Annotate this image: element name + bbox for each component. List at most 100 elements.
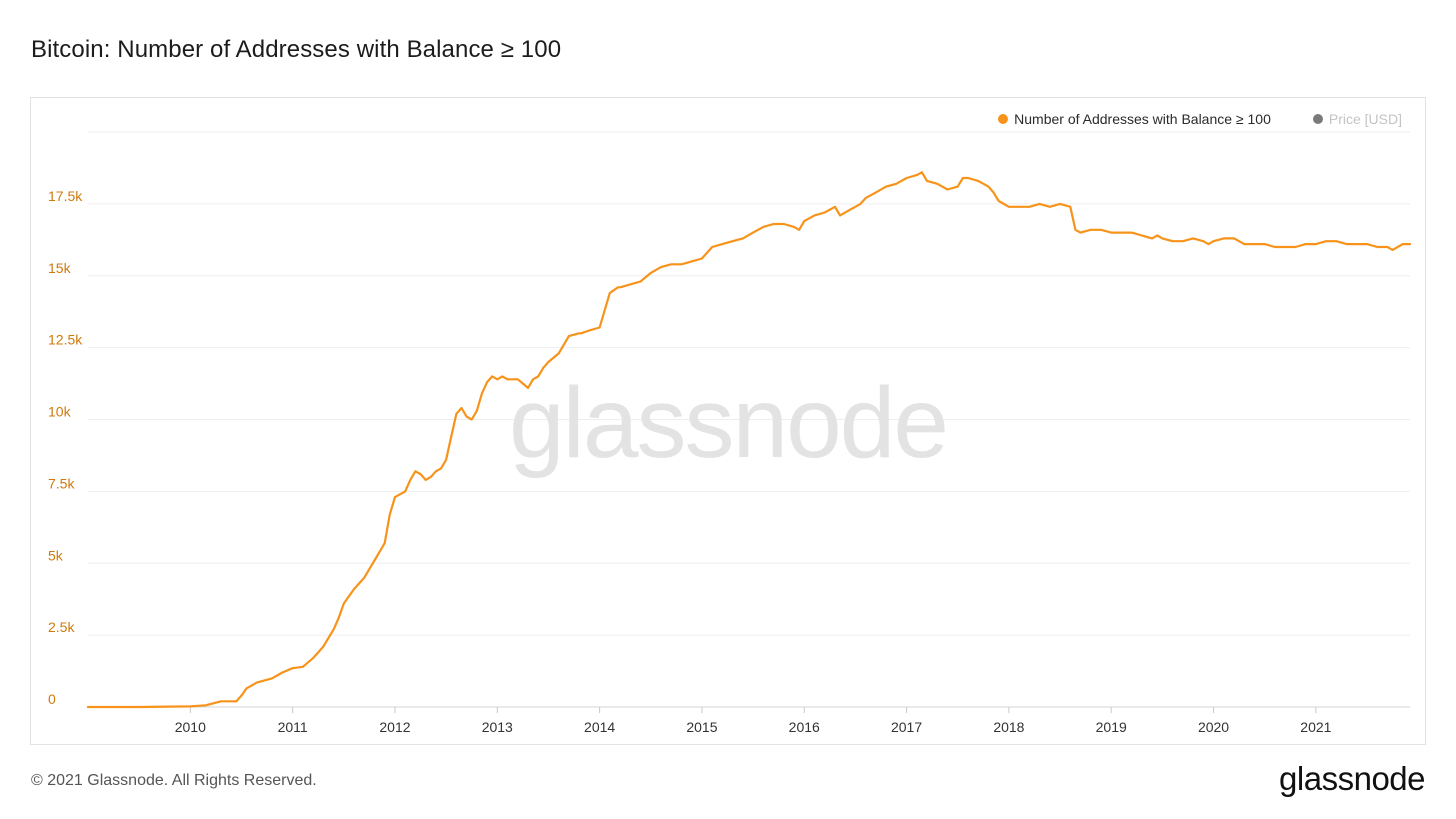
data-point <box>291 667 294 670</box>
data-point <box>926 180 928 182</box>
data-point <box>1401 243 1404 246</box>
data-point <box>440 467 442 470</box>
data-point <box>87 706 89 708</box>
data-point <box>1284 246 1287 248</box>
data-point <box>1059 203 1061 205</box>
watermark-layer: glassnode <box>509 367 949 479</box>
data-point <box>803 220 806 223</box>
data-point <box>363 576 366 579</box>
data-point <box>649 272 652 274</box>
data-point <box>1355 243 1358 246</box>
data-point <box>1304 243 1307 246</box>
data-point <box>823 211 826 214</box>
data-point <box>1028 205 1031 208</box>
data-point <box>542 366 545 369</box>
data-point <box>1253 243 1256 246</box>
y-tick-label: 0 <box>48 691 56 707</box>
legend-item-price[interactable]: Price [USD] <box>1312 111 1402 127</box>
x-tick-label: 2016 <box>789 719 820 735</box>
data-point <box>322 645 325 648</box>
x-tick-label: 2020 <box>1198 719 1229 735</box>
data-point <box>445 458 447 461</box>
series-layer <box>86 171 1412 709</box>
data-point <box>915 174 918 177</box>
data-point <box>997 200 1000 202</box>
x-tick-label: 2017 <box>891 719 922 735</box>
data-point <box>1181 240 1184 243</box>
data-point <box>1212 240 1215 243</box>
data-point <box>1243 243 1246 246</box>
data-point <box>516 378 519 381</box>
data-point <box>189 705 192 708</box>
y-tick-label: 17.5k <box>48 188 83 204</box>
page-title: Bitcoin: Number of Addresses with Balanc… <box>31 36 562 63</box>
data-point <box>332 628 335 631</box>
data-point <box>834 205 836 208</box>
y-tick-label: 15k <box>48 260 72 276</box>
data-point <box>660 266 662 268</box>
data-point <box>859 203 862 205</box>
data-point <box>1156 234 1159 237</box>
data-point <box>813 214 816 217</box>
data-point <box>373 559 376 562</box>
data-point <box>532 378 534 381</box>
data-point <box>992 191 995 194</box>
data-point <box>987 185 990 188</box>
data-point <box>1120 231 1123 234</box>
data-point <box>424 479 427 481</box>
data-point <box>491 375 494 378</box>
x-tick-label: 2015 <box>686 719 717 735</box>
data-point <box>752 231 754 234</box>
data-point <box>839 214 841 217</box>
legend-label: Price [USD] <box>1328 111 1402 127</box>
data-point <box>580 332 583 335</box>
data-point <box>1110 231 1113 234</box>
data-point <box>1100 228 1102 231</box>
x-tick-label: 2014 <box>584 719 615 735</box>
y-axis: 0 2.5k 5k 7.5k 10k 12.5k 15k 17.5k <box>48 188 83 707</box>
data-point <box>1366 243 1368 246</box>
series-line-0 <box>86 171 1412 709</box>
data-point <box>281 671 284 674</box>
data-point <box>1151 237 1153 240</box>
data-point <box>547 361 550 363</box>
data-point <box>414 470 417 473</box>
data-point <box>905 177 908 179</box>
data-point <box>1222 237 1225 240</box>
data-point <box>1294 246 1297 248</box>
data-point <box>762 226 765 228</box>
data-point <box>465 415 468 418</box>
data-point <box>204 704 207 707</box>
data-point <box>388 513 391 516</box>
data-point <box>1396 246 1399 248</box>
data-point <box>312 657 314 659</box>
data-point <box>1038 203 1041 205</box>
data-point <box>419 473 422 475</box>
data-point <box>1171 240 1174 243</box>
y-tick-label: 2.5k <box>48 619 75 635</box>
data-point <box>701 257 703 260</box>
data-point <box>240 694 243 697</box>
data-point <box>772 223 775 225</box>
legend-label: Number of Addresses with Balance ≥ 100 <box>1014 111 1271 127</box>
legend-item-addresses[interactable]: Number of Addresses with Balance ≥ 100 <box>998 111 1271 127</box>
glassnode-logo: glassnode <box>1279 760 1425 797</box>
data-point <box>936 182 939 185</box>
data-point <box>537 375 540 378</box>
data-point <box>342 602 345 605</box>
data-point <box>1079 231 1082 234</box>
data-point <box>875 191 877 194</box>
x-tick-label: 2010 <box>175 719 206 735</box>
data-point <box>849 208 852 211</box>
data-point <box>506 378 509 381</box>
y-tick-label: 7.5k <box>48 475 75 491</box>
data-point <box>608 292 611 294</box>
y-tick-label: 12.5k <box>48 332 83 348</box>
x-tick-label: 2018 <box>993 719 1024 735</box>
data-point <box>404 490 407 493</box>
data-point <box>1409 243 1411 246</box>
data-point <box>690 260 693 263</box>
data-point <box>475 410 478 412</box>
data-point <box>1207 243 1210 246</box>
data-point <box>967 177 969 179</box>
